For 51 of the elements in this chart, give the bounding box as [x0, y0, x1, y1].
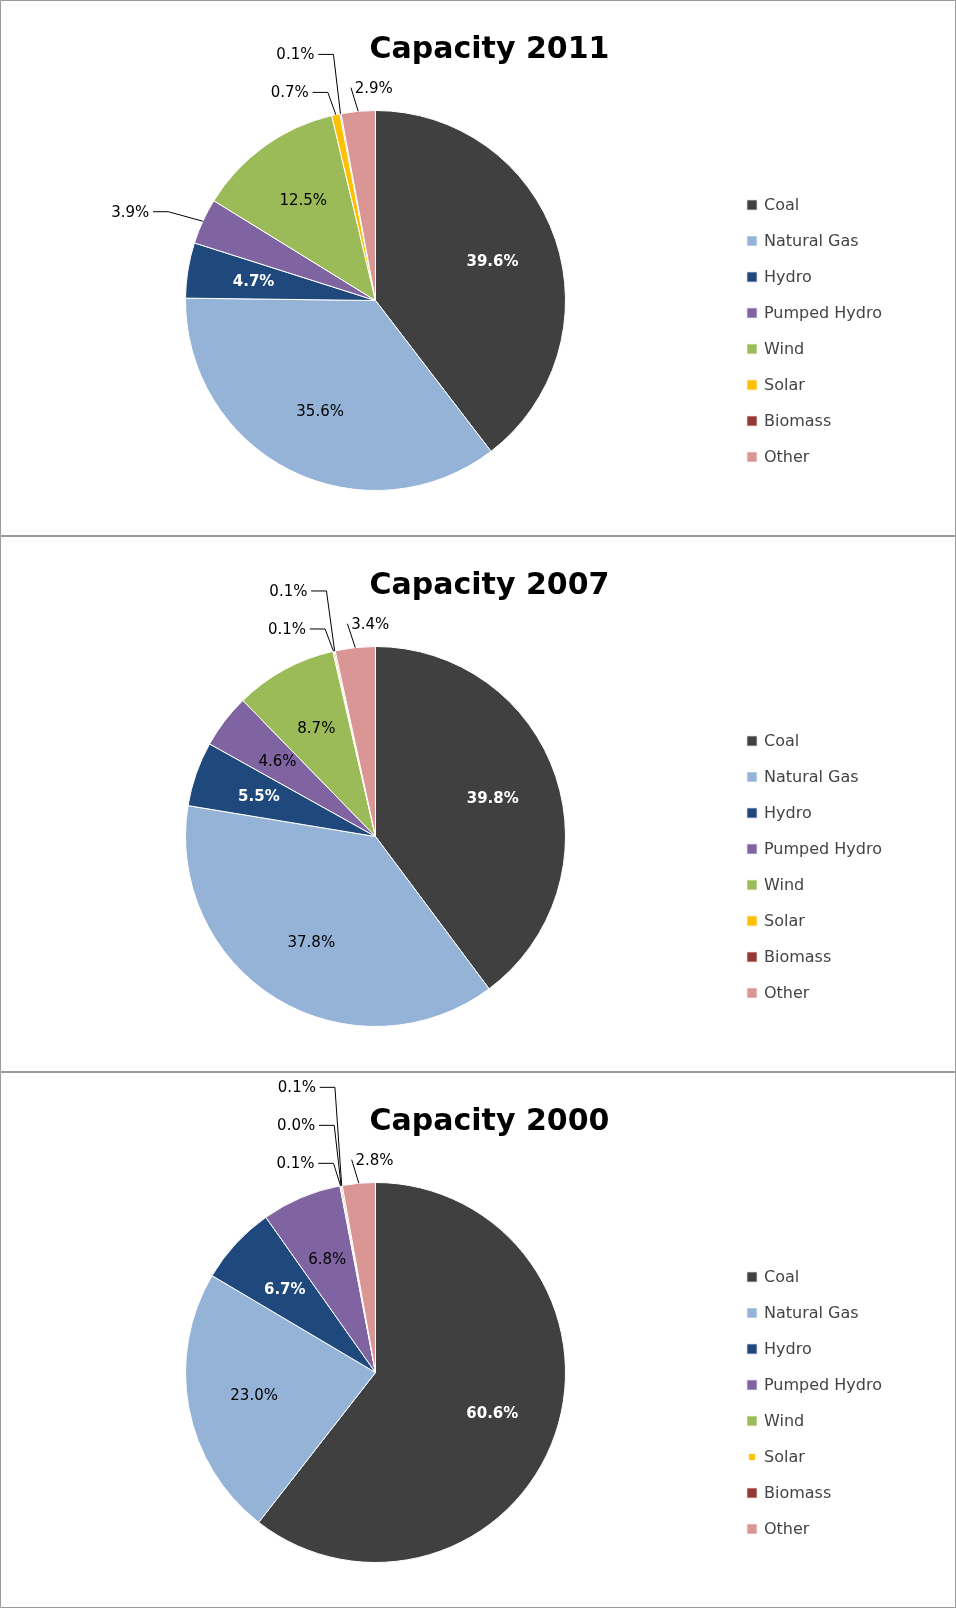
legend-label: Wind [764, 339, 805, 358]
legend-label: Biomass [764, 1483, 832, 1502]
data-label: 37.8% [287, 933, 336, 951]
data-label: 6.7% [263, 1279, 306, 1298]
data-label: 4.6% [258, 752, 297, 771]
legend-label: Wind [764, 1411, 805, 1430]
chart-title: Capacity 2007 [369, 566, 610, 602]
legend-label: Pumped Hydro [764, 1375, 883, 1394]
data-label: 0.7% [270, 83, 309, 102]
data-label: 0.1% [267, 619, 307, 638]
legend-label: Wind [764, 875, 805, 894]
data-label: 0.1% [276, 45, 315, 64]
data-label: 0.1% [276, 1154, 315, 1173]
text: 0.0% [277, 1116, 316, 1135]
legend-label: Biomass [764, 411, 832, 430]
legend-label: Hydro [764, 267, 812, 286]
data-label: 39.8% [466, 788, 519, 807]
data-label: 5.5% [238, 786, 280, 805]
legend-label: Pumped Hydro [764, 303, 883, 322]
legend-label: Other [764, 1519, 810, 1538]
legend-label: Natural Gas [764, 231, 859, 250]
legend-label: Other [764, 983, 810, 1002]
legend-label: Solar [764, 911, 805, 930]
legend-label: Hydro [764, 803, 812, 822]
text: Capacity 2000 [369, 1102, 610, 1138]
data-label: 2.8% [355, 1150, 394, 1169]
data-label: 12.5% [279, 191, 328, 210]
data-label: 4.7% [232, 271, 275, 290]
legend-label: Natural Gas [764, 767, 859, 786]
data-label: 23.0% [230, 1386, 278, 1405]
legend-label: Coal [764, 1267, 800, 1286]
data-label: 60.6% [466, 1403, 519, 1422]
legend-label: Pumped Hydro [764, 839, 883, 858]
legend-label: Coal [764, 195, 800, 214]
legend-label: Natural Gas [764, 1303, 859, 1322]
data-label: 2.9% [354, 78, 393, 97]
legend-label: Solar [764, 1447, 805, 1466]
data-label: 8.7% [297, 719, 336, 738]
legend-label: Coal [764, 731, 800, 750]
legend-label: Biomass [764, 947, 832, 966]
legend-label: Hydro [764, 1339, 812, 1358]
data-label: 6.8% [308, 1249, 347, 1268]
data-label: 0.1% [269, 581, 308, 600]
data-label: 0.1% [277, 1078, 316, 1097]
data-label: 3.4% [351, 614, 390, 633]
legend-label: Other [764, 447, 810, 466]
data-label: 3.9% [111, 202, 150, 221]
data-label: 35.6% [296, 401, 344, 420]
data-label: 39.6% [466, 251, 519, 270]
legend-label: Solar [764, 375, 805, 394]
chart-title: Capacity 2011 [369, 30, 610, 66]
